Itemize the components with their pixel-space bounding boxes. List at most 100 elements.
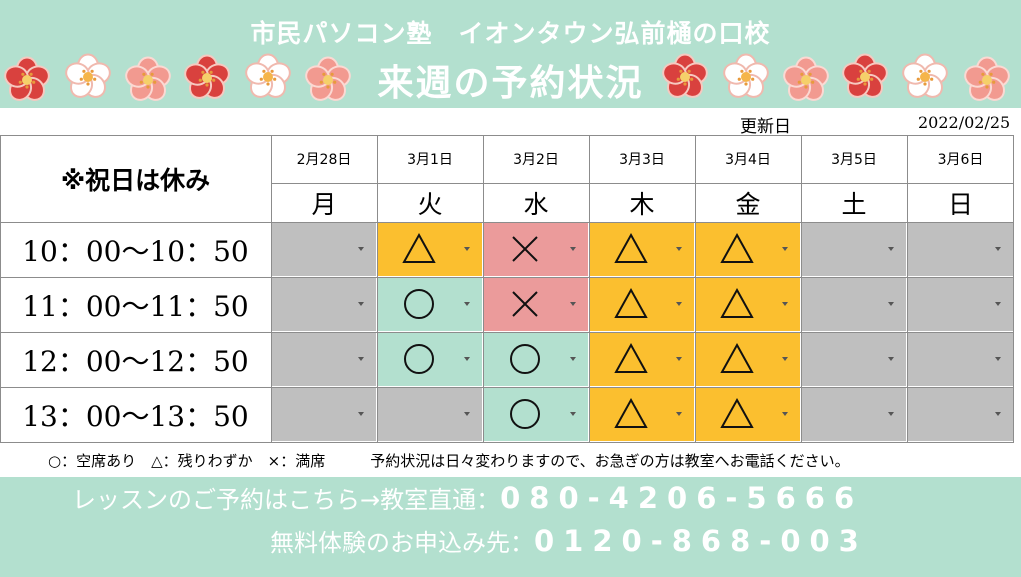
dropdown-arrow-icon[interactable] xyxy=(995,302,1001,306)
grid-line xyxy=(0,442,1014,443)
reservation-slot-none[interactable] xyxy=(907,387,1014,442)
date-label: 3月4日 xyxy=(725,152,771,168)
dropdown-arrow-icon[interactable] xyxy=(464,302,470,306)
slot-status-symbol xyxy=(695,387,779,441)
reservation-slot-few[interactable] xyxy=(589,332,695,387)
dropdown-arrow-icon[interactable] xyxy=(464,412,470,416)
grid-line xyxy=(589,135,590,443)
grid-line xyxy=(0,277,1014,278)
grid-line xyxy=(0,387,1014,388)
slot-status-symbol xyxy=(695,332,779,386)
reservation-slot-few[interactable] xyxy=(589,387,695,442)
dropdown-arrow-icon[interactable] xyxy=(464,247,470,251)
reservation-slot-open[interactable] xyxy=(377,277,483,332)
dropdown-arrow-icon[interactable] xyxy=(782,247,788,251)
trial-contact: 無料体験のお申込み先：0120-868-003 xyxy=(270,523,868,558)
dropdown-arrow-icon[interactable] xyxy=(358,247,364,251)
dropdown-arrow-icon[interactable] xyxy=(888,412,894,416)
date-header-cell: 3月3日 xyxy=(589,135,695,183)
weekday-label: 月 xyxy=(311,189,337,219)
dropdown-arrow-icon[interactable] xyxy=(676,302,682,306)
dropdown-arrow-icon[interactable] xyxy=(358,357,364,361)
weekday-header-cell: 木 xyxy=(589,183,695,222)
time-slot-label: 13：00～13：50 xyxy=(22,399,249,433)
reservation-slot-none[interactable] xyxy=(271,387,377,442)
triangle-icon xyxy=(720,397,754,428)
dropdown-arrow-icon[interactable] xyxy=(888,247,894,251)
date-label: 3月6日 xyxy=(937,152,984,168)
grid-line xyxy=(0,135,1014,136)
dropdown-arrow-icon[interactable] xyxy=(570,357,576,361)
flower-icon xyxy=(842,53,888,98)
triangle-icon xyxy=(614,397,648,428)
reservation-slot-none[interactable] xyxy=(801,332,907,387)
dropdown-arrow-icon[interactable] xyxy=(570,412,576,416)
reservation-slot-none[interactable] xyxy=(377,387,483,442)
reservation-slot-none[interactable] xyxy=(801,277,907,332)
reservation-slot-open[interactable] xyxy=(483,387,589,442)
dropdown-arrow-icon[interactable] xyxy=(995,412,1001,416)
reservation-slot-few[interactable] xyxy=(695,277,801,332)
reservation-slot-few[interactable] xyxy=(695,222,801,277)
slot-status-symbol xyxy=(377,332,461,386)
reservation-slot-none[interactable] xyxy=(801,222,907,277)
date-header-cell: 3月1日 xyxy=(377,135,483,183)
reservation-slot-few[interactable] xyxy=(695,387,801,442)
slot-status-symbol xyxy=(589,387,673,441)
weekday-header-cell: 土 xyxy=(801,183,907,222)
weekday-label: 水 xyxy=(523,189,549,219)
reservation-slot-none[interactable] xyxy=(271,332,377,387)
dropdown-arrow-icon[interactable] xyxy=(570,247,576,251)
update-label: 更新日 xyxy=(740,117,791,137)
trial-contact-label: 無料体験のお申込み先： xyxy=(270,529,534,557)
weekday-label: 木 xyxy=(629,189,655,219)
dropdown-arrow-icon[interactable] xyxy=(782,302,788,306)
reservation-slot-few[interactable] xyxy=(377,222,483,277)
dropdown-arrow-icon[interactable] xyxy=(782,357,788,361)
dropdown-arrow-icon[interactable] xyxy=(995,357,1001,361)
reservation-slot-open[interactable] xyxy=(377,332,483,387)
reservation-slot-none[interactable] xyxy=(907,332,1014,387)
reservation-slot-none[interactable] xyxy=(907,222,1014,277)
reservation-slot-full[interactable] xyxy=(483,277,589,332)
grid-line xyxy=(0,135,1,443)
reservation-slot-none[interactable] xyxy=(271,222,377,277)
lesson-phone-number[interactable]: 080-4206-5666 xyxy=(500,481,864,515)
dropdown-arrow-icon[interactable] xyxy=(782,412,788,416)
reservation-slot-full[interactable] xyxy=(483,222,589,277)
dropdown-arrow-icon[interactable] xyxy=(676,412,682,416)
reservation-slot-none[interactable] xyxy=(907,277,1014,332)
dropdown-arrow-icon[interactable] xyxy=(888,357,894,361)
reservation-slot-few[interactable] xyxy=(589,277,695,332)
grid-line xyxy=(0,222,1014,223)
reservation-slot-none[interactable] xyxy=(801,387,907,442)
date-label: 3月2日 xyxy=(513,152,559,168)
dropdown-arrow-icon[interactable] xyxy=(676,247,682,251)
dropdown-arrow-icon[interactable] xyxy=(995,247,1001,251)
dropdown-arrow-icon[interactable] xyxy=(570,302,576,306)
trial-phone-number[interactable]: 0120-868-003 xyxy=(534,524,868,558)
reservation-slot-few[interactable] xyxy=(695,332,801,387)
time-slot-label: 12：00～12：50 xyxy=(22,344,249,378)
grid-line xyxy=(0,332,1014,333)
reservation-slot-open[interactable] xyxy=(483,332,589,387)
dropdown-arrow-icon[interactable] xyxy=(358,302,364,306)
dropdown-arrow-icon[interactable] xyxy=(358,412,364,416)
date-header-cell: 3月6日 xyxy=(907,135,1014,183)
triangle-icon xyxy=(720,287,754,318)
slot-status-symbol xyxy=(377,222,461,276)
slot-status-symbol xyxy=(377,277,461,331)
dropdown-arrow-icon[interactable] xyxy=(888,302,894,306)
dropdown-arrow-icon[interactable] xyxy=(676,357,682,361)
dropdown-arrow-icon[interactable] xyxy=(464,357,470,361)
flower-icon xyxy=(723,53,769,98)
grid-line xyxy=(271,183,1014,184)
triangle-icon xyxy=(720,232,754,263)
weekday-header-cell: 金 xyxy=(695,183,801,222)
date-header-cell: 3月5日 xyxy=(801,135,907,183)
reservation-slot-none[interactable] xyxy=(271,277,377,332)
reservation-slot-few[interactable] xyxy=(589,222,695,277)
weekday-label: 日 xyxy=(947,189,973,219)
cross-icon xyxy=(512,291,538,317)
circle-icon xyxy=(404,344,434,374)
